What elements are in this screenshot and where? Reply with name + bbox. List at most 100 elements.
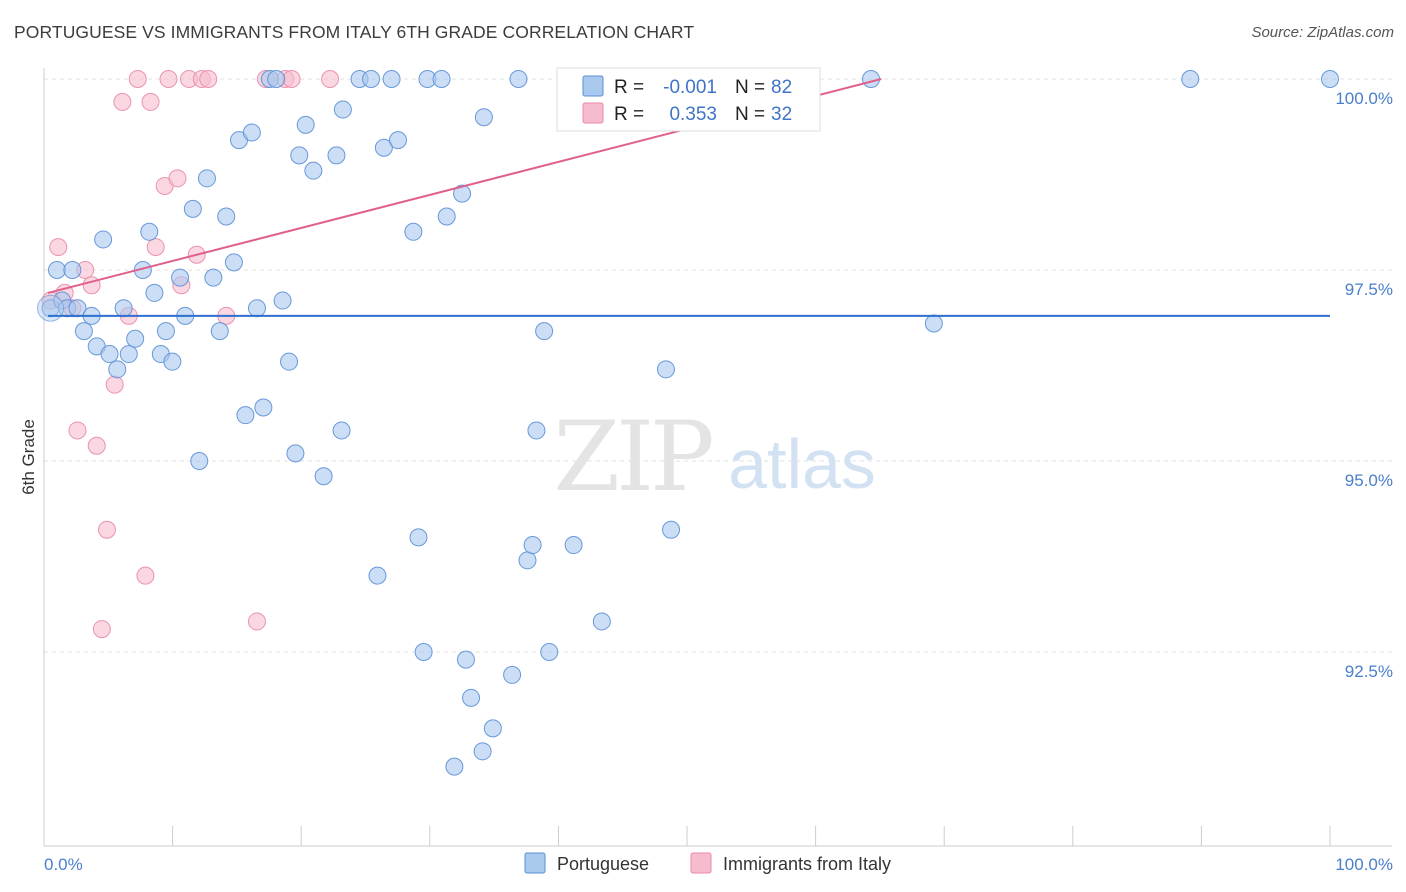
portuguese-point-41 <box>296 115 315 134</box>
portuguese-point-72 <box>540 643 559 661</box>
legend-r-value-portuguese: -0.001 <box>663 77 717 98</box>
italy-point-16 <box>146 238 165 257</box>
portuguese-point-50 <box>374 138 393 157</box>
italy-point-1 <box>49 238 68 257</box>
portuguese-point-1 <box>47 261 66 279</box>
portuguese-point-57 <box>432 70 451 88</box>
chart-source: Source: ZipAtlas.com <box>1251 24 1394 41</box>
legend-n-label-italy: N = <box>735 104 765 125</box>
portuguese-point-49 <box>368 566 387 585</box>
bottom-legend-label-portuguese: Portuguese <box>557 854 649 874</box>
portuguese-point-48 <box>362 70 381 88</box>
portuguese-point-52 <box>388 131 407 150</box>
portuguese-point-9 <box>94 230 113 249</box>
portuguese-point-24 <box>190 452 209 470</box>
portuguese-point-14 <box>126 329 145 348</box>
y-tick-label-92-5: 92.5% <box>1345 662 1393 681</box>
grid-lines <box>44 78 1392 653</box>
y-tick-label-100: 100.0% <box>1335 89 1393 108</box>
bottom-legend-label-italy: Immigrants from Italy <box>723 854 891 874</box>
portuguese-point-65 <box>483 719 502 738</box>
portuguese-point-17 <box>145 283 164 302</box>
portuguese-point-34 <box>254 398 273 417</box>
portuguese-point-69 <box>523 536 542 555</box>
portuguese-point-31 <box>236 406 255 425</box>
portuguese-point-53 <box>404 222 423 241</box>
italy-point-30 <box>321 70 340 88</box>
portuguese-point-38 <box>280 352 299 371</box>
y-tick-label-97-5: 97.5% <box>1345 280 1393 299</box>
portuguese-point-26 <box>204 268 223 287</box>
series-portuguese-points <box>37 70 1339 776</box>
italy-point-18 <box>159 70 178 88</box>
italy-point-14 <box>136 566 155 585</box>
legend-r-value-italy: 0.353 <box>669 104 717 125</box>
portuguese-point-16 <box>140 222 159 241</box>
portuguese-point-51 <box>382 70 401 88</box>
portuguese-point-70 <box>527 421 546 440</box>
italy-point-7 <box>87 436 106 455</box>
correlation-legend: R = -0.001 N = 82 R = 0.353 N = 32 <box>556 67 821 132</box>
portuguese-point-62 <box>462 688 481 707</box>
x-tick-label-max: 100.0% <box>1335 855 1393 874</box>
portuguese-point-45 <box>332 421 351 440</box>
portuguese-point-76 <box>656 360 675 379</box>
portuguese-point-36 <box>267 70 286 88</box>
portuguese-point-32 <box>242 123 261 142</box>
portuguese-point-37 <box>273 291 292 310</box>
portuguese-point-6 <box>74 322 93 341</box>
y-tick-label-95: 95.0% <box>1345 471 1393 490</box>
portuguese-point-67 <box>509 70 528 88</box>
portuguese-point-73 <box>564 536 583 555</box>
portuguese-point-27 <box>210 322 229 341</box>
watermark-zip: ZIP <box>553 401 712 513</box>
portuguese-point-4 <box>63 261 82 279</box>
portuguese-point-74 <box>592 612 611 631</box>
portuguese-point-63 <box>473 742 492 761</box>
portuguese-point-77 <box>662 520 681 539</box>
portuguese-point-61 <box>456 650 475 669</box>
portuguese-point-58 <box>437 207 456 226</box>
chart-title: PORTUGUESE VS IMMIGRANTS FROM ITALY 6TH … <box>14 22 695 42</box>
portuguese-point-80 <box>1181 70 1200 88</box>
portuguese-point-42 <box>304 161 323 180</box>
italy-point-11 <box>113 92 132 111</box>
portuguese-point-19 <box>156 322 175 341</box>
legend-swatch-portuguese <box>582 75 604 97</box>
bottom-legend-swatch-italy <box>690 852 712 874</box>
x-axis-ticks <box>43 826 1331 846</box>
portuguese-point-39 <box>286 444 305 463</box>
portuguese-point-78 <box>862 70 881 88</box>
portuguese-point-59 <box>445 757 464 776</box>
x-tick-label-min: 0.0% <box>44 855 83 874</box>
portuguese-point-10 <box>100 345 119 364</box>
portuguese-point-33 <box>247 299 266 318</box>
portuguese-point-44 <box>327 146 346 165</box>
italy-point-19 <box>168 169 187 188</box>
portuguese-point-54 <box>409 528 428 547</box>
portuguese-point-12 <box>114 299 133 318</box>
portuguese-point-71 <box>535 322 554 341</box>
portuguese-point-11 <box>108 360 127 379</box>
bottom-legend-swatch-portuguese <box>524 852 546 874</box>
watermark: ZIP atlas <box>553 401 876 513</box>
portuguese-point-64 <box>474 108 493 127</box>
watermark-atlas: atlas <box>728 425 876 503</box>
legend-n-value-italy: 32 <box>771 104 792 125</box>
portuguese-point-46 <box>333 100 352 119</box>
portuguese-point-81 <box>1321 70 1339 88</box>
portuguese-point-cluster <box>37 294 65 322</box>
portuguese-point-21 <box>171 268 190 287</box>
series-legend: Portuguese Immigrants from Italy <box>524 852 891 874</box>
italy-point-13 <box>128 70 147 88</box>
y-axis-title: 6th Grade <box>19 419 38 495</box>
legend-swatch-italy <box>582 102 604 124</box>
portuguese-point-79 <box>924 314 943 333</box>
portuguese-point-60 <box>453 184 472 203</box>
portuguese-point-28 <box>217 207 236 226</box>
portuguese-point-23 <box>183 199 202 218</box>
italy-point-24 <box>199 70 218 88</box>
italy-point-8 <box>92 620 111 639</box>
portuguese-point-13 <box>119 345 138 364</box>
